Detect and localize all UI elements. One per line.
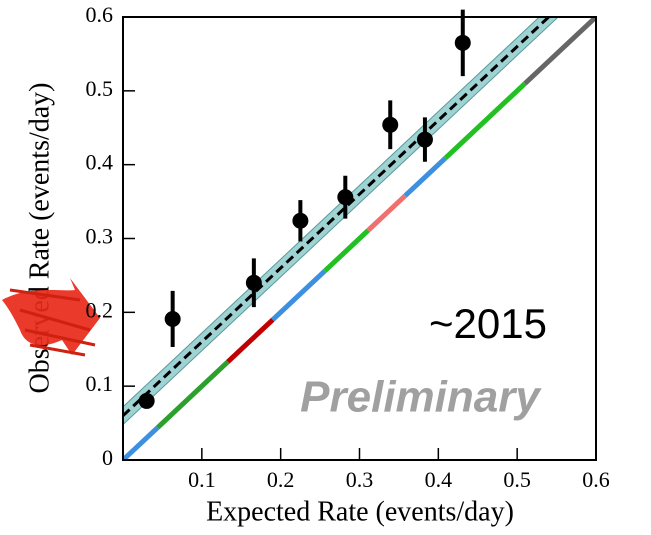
- x-axis-label: Expected Rate (events/day): [206, 496, 514, 527]
- annotation: Preliminary: [300, 373, 542, 422]
- data-point: [337, 189, 354, 206]
- reference-segment: [123, 425, 160, 460]
- reference-segment: [403, 156, 448, 198]
- data-point: [245, 274, 262, 291]
- reference-segment: [523, 17, 596, 86]
- reference-segment: [271, 269, 327, 322]
- reference-segment: [155, 359, 230, 430]
- scribble-lines: [9, 288, 96, 357]
- annotation: ~2015: [429, 300, 547, 347]
- data-point: [164, 310, 181, 327]
- plot-area: [123, 17, 596, 460]
- x-tick-label: 0.2: [267, 467, 295, 492]
- reference-segment: [443, 81, 527, 160]
- reference-segment: [226, 317, 275, 364]
- y-tick-label: 0.4: [86, 150, 114, 175]
- fit-band: [123, 17, 559, 426]
- y-tick-label: 0: [102, 445, 113, 470]
- y-tick-label: 0.5: [86, 76, 114, 101]
- reference-segment: [366, 193, 407, 233]
- x-tick-label: 0.3: [346, 467, 374, 492]
- y-tick-label: 0.1: [86, 371, 114, 396]
- x-tick-label: 0.1: [188, 467, 216, 492]
- y-tick-label: 0.2: [86, 297, 114, 322]
- fit-line: [123, 17, 551, 417]
- scribble-arrow: [2, 278, 100, 355]
- data-point: [416, 131, 433, 148]
- data-point: [382, 116, 399, 133]
- reference-segment: [323, 228, 370, 273]
- data-point: [138, 392, 155, 409]
- x-tick-label: 0.5: [503, 467, 531, 492]
- x-tick-label: 0.4: [425, 467, 453, 492]
- y-tick-label: 0.3: [86, 224, 114, 249]
- data-point: [292, 212, 309, 229]
- x-tick-label: 0.6: [582, 467, 610, 492]
- data-point: [454, 34, 471, 51]
- y-tick-label: 0.6: [86, 2, 114, 27]
